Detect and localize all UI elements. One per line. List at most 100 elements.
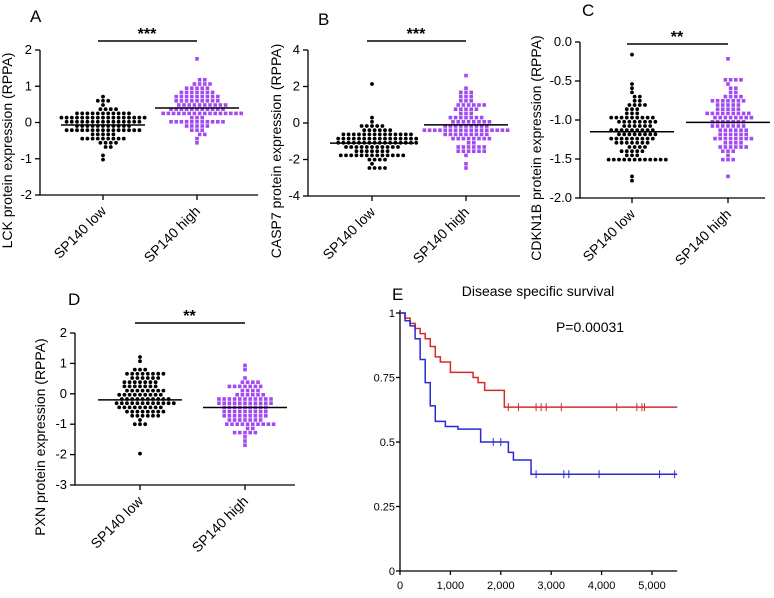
data-point [203,82,207,86]
data-point [464,73,468,78]
data-point [726,103,730,107]
data-point [161,371,166,376]
data-point [474,115,479,120]
data-point [375,124,380,128]
data-point [643,119,647,124]
data-point [482,136,486,141]
data-point [721,157,725,162]
data-point [248,397,252,401]
data-point [85,115,90,120]
data-point [433,128,437,132]
data-point [635,115,640,120]
data-point [469,99,473,103]
data-point [459,115,463,120]
data-point [630,136,634,141]
data-point [148,380,153,385]
data-point [364,145,369,149]
survival-curve [400,312,678,408]
data-point [469,94,473,99]
data-point [744,128,748,132]
data-point [624,140,629,145]
data-point [132,392,137,397]
data-point [390,145,395,149]
data-point [632,98,637,103]
data-point [726,99,730,103]
data-point [195,86,199,90]
data-point [205,120,210,124]
data-point [223,111,228,116]
data-point [197,111,202,116]
data-point [132,384,137,389]
data-point [637,98,642,103]
data-point [635,107,640,112]
data-point [203,111,207,116]
data-point [127,380,132,385]
data-point [388,132,393,137]
data-point [622,157,627,162]
data-point [461,149,466,153]
data-point [85,111,90,116]
data-point [116,115,121,120]
data-point [630,140,634,145]
data-point [466,136,471,141]
data-point [216,99,220,103]
data-point [138,380,142,385]
data-point [203,103,207,107]
data-point [474,107,479,111]
data-point [127,115,131,120]
data-point [456,149,460,153]
data-point [718,136,722,141]
data-point [396,145,400,149]
data-point [130,401,135,406]
data-point [169,120,173,124]
data-point [354,153,359,158]
data-point [640,115,645,120]
data-point [464,99,468,103]
data-point [132,367,137,372]
data-point [653,157,658,162]
data-point [451,136,455,141]
data-point [380,124,385,128]
data-point [205,90,210,95]
data-point [59,115,64,120]
p-value-annotation: P=0.00031 [556,319,624,335]
data-point [143,384,148,389]
data-point [145,371,150,376]
data-point [200,94,204,99]
data-point [153,405,158,410]
data-point [739,78,743,82]
data-point [367,132,372,137]
data-point [741,99,746,103]
data-point [142,115,147,120]
data-point [739,132,743,137]
data-point [143,405,148,410]
data-point [130,413,135,418]
data-point [461,120,466,124]
data-point [218,103,223,107]
data-point [354,149,359,154]
data-point [251,426,255,431]
data-point [721,99,725,103]
data-point [443,124,447,128]
data-point [739,128,743,132]
data-point [728,145,733,149]
data-point [617,119,621,124]
data-point [472,149,476,153]
data-point [453,132,458,137]
y-tick-label: -1.5 [550,151,572,166]
data-point [354,145,359,149]
data-point [349,153,354,158]
data-point [645,140,650,145]
data-point [232,397,237,401]
data-point [111,115,116,120]
data-point [195,115,199,120]
data-point [388,136,393,141]
data-point [190,107,194,111]
data-point [456,136,460,141]
data-point [195,99,199,103]
y-tick-label: 2 [25,42,32,57]
data-point [383,136,387,141]
panel-label: D [68,290,80,309]
data-point [230,422,234,426]
data-point [256,393,260,397]
